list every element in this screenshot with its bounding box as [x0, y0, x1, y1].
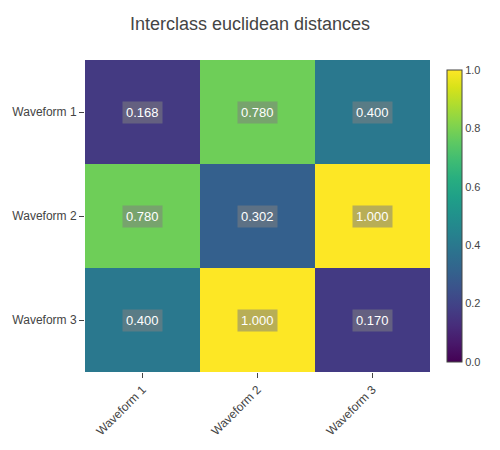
svg-text:1.000: 1.000 [356, 209, 389, 224]
svg-text:0.400: 0.400 [126, 313, 159, 328]
svg-text:Interclass euclidean distances: Interclass euclidean distances [130, 14, 370, 34]
svg-text:0.2: 0.2 [465, 297, 480, 309]
svg-text:0.400: 0.400 [356, 105, 389, 120]
svg-text:0.170: 0.170 [356, 313, 389, 328]
svg-text:Waveform 1: Waveform 1 [94, 383, 150, 439]
svg-text:Waveform 3: Waveform 3 [12, 313, 77, 327]
svg-text:Waveform 2: Waveform 2 [209, 383, 265, 439]
svg-text:0.302: 0.302 [241, 209, 274, 224]
svg-text:Waveform 1: Waveform 1 [12, 105, 77, 119]
svg-text:1.000: 1.000 [241, 313, 274, 328]
svg-text:0.6: 0.6 [465, 181, 480, 193]
svg-text:Waveform 2: Waveform 2 [12, 209, 77, 223]
svg-text:0.168: 0.168 [126, 105, 159, 120]
svg-text:Waveform 3: Waveform 3 [324, 383, 380, 439]
svg-text:0.780: 0.780 [126, 209, 159, 224]
svg-text:0.0: 0.0 [465, 356, 480, 368]
svg-text:0.4: 0.4 [465, 239, 480, 251]
svg-text:1.0: 1.0 [465, 64, 480, 76]
svg-text:0.780: 0.780 [241, 105, 274, 120]
svg-text:0.8: 0.8 [465, 122, 480, 134]
